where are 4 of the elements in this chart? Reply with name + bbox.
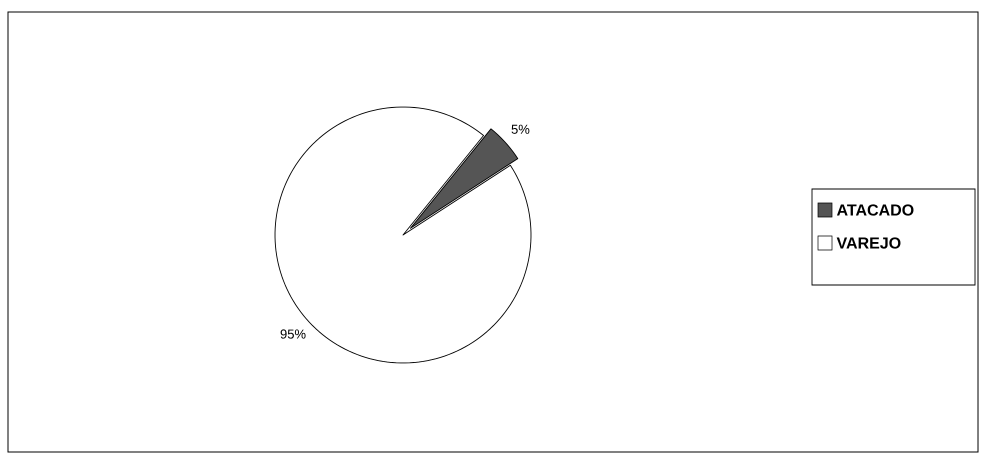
legend-label: VAREJO <box>836 237 900 249</box>
data-label: 95% <box>280 329 306 339</box>
data-label: 5% <box>512 124 530 134</box>
legend-label: ATACADO <box>836 204 914 216</box>
